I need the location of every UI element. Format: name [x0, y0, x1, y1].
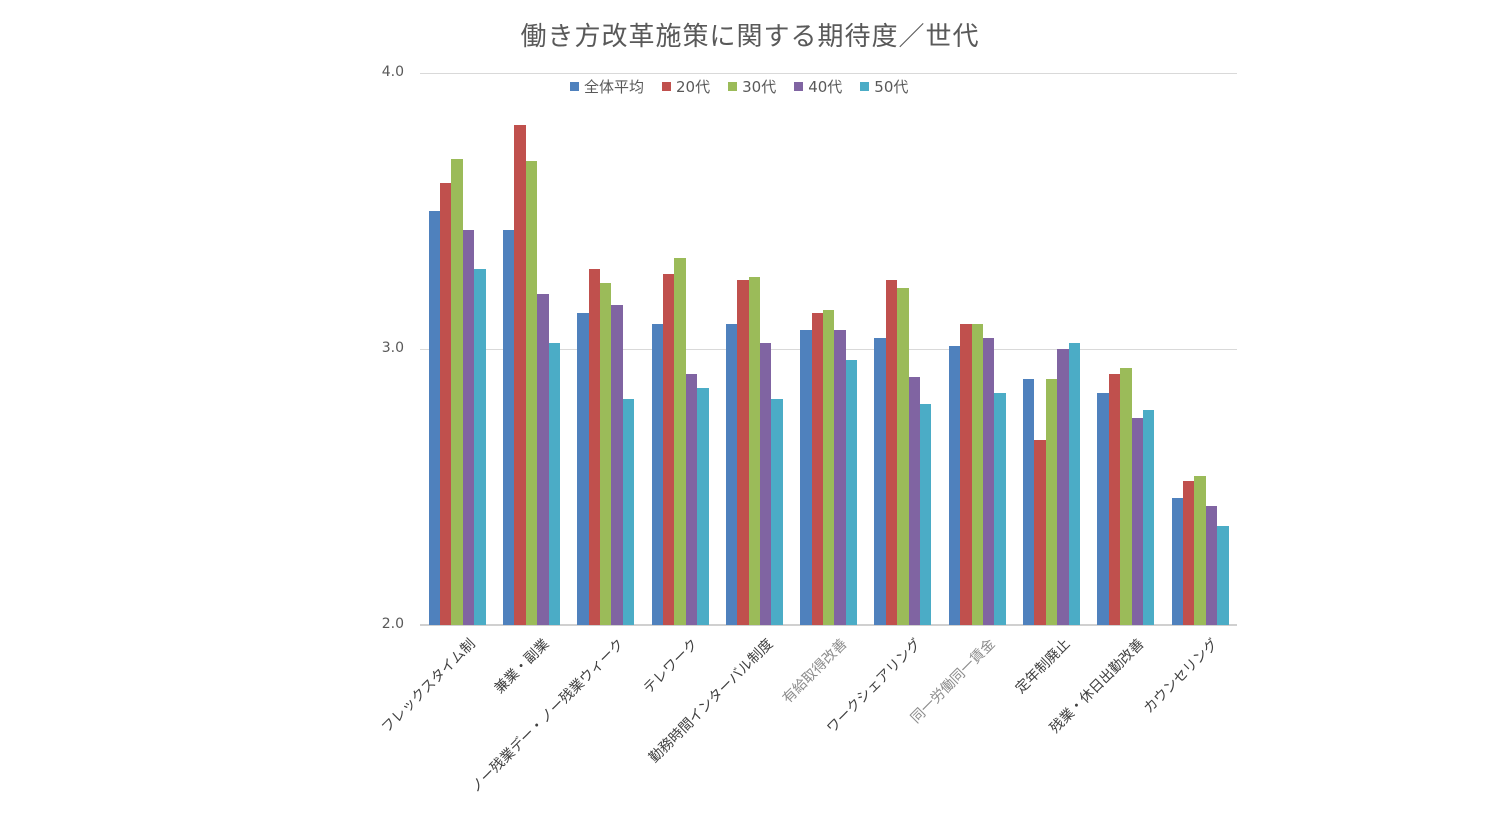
bar	[1034, 440, 1046, 625]
x-axis-label: ノー残業デー・ノー残業ウィーク	[467, 636, 628, 796]
bar	[428, 211, 441, 625]
bar	[1057, 349, 1069, 625]
bar	[1097, 393, 1109, 625]
bar	[1194, 475, 1206, 625]
bar	[548, 343, 560, 625]
bar	[874, 337, 886, 625]
legend-item: 全体平均	[570, 76, 644, 97]
legend-swatch-icon	[662, 82, 672, 91]
x-axis-label: 勤務時間インターバル制度	[645, 636, 776, 767]
bar	[440, 183, 452, 625]
bar	[514, 125, 526, 625]
x-axis-label: フレックスタイム制	[378, 636, 479, 737]
bar	[760, 343, 772, 625]
bar	[1131, 418, 1143, 625]
bar	[994, 393, 1006, 625]
bar	[960, 324, 972, 625]
bar	[611, 304, 623, 625]
bar	[1205, 506, 1218, 625]
bar	[971, 324, 983, 625]
bar	[845, 360, 858, 625]
bar	[948, 346, 961, 625]
bar	[674, 257, 686, 625]
bar	[1108, 373, 1121, 625]
bar	[697, 387, 709, 625]
legend-item: 30代	[728, 76, 776, 97]
bar	[920, 404, 932, 625]
legend-swatch-icon	[794, 82, 804, 91]
legend-swatch-icon	[860, 82, 870, 91]
bar	[737, 280, 749, 625]
bar	[771, 398, 783, 625]
bar	[1171, 498, 1184, 625]
bar	[811, 313, 823, 625]
bar	[474, 268, 486, 625]
x-axis-label: テレワーク	[640, 636, 702, 697]
gridline-4	[420, 73, 1237, 74]
x-axis-label: 有給取得改善	[779, 636, 851, 707]
legend-label: 全体平均	[584, 78, 645, 96]
bar	[1217, 525, 1229, 625]
bar	[1045, 379, 1058, 625]
bar	[897, 288, 909, 625]
bar	[885, 280, 898, 625]
bar	[462, 230, 475, 625]
bar	[748, 277, 761, 625]
bar	[982, 337, 995, 625]
bar	[662, 274, 675, 625]
bar	[1183, 481, 1195, 625]
chart-title: 働き方改革施策に関する期待度／世代	[520, 22, 980, 52]
legend-label: 50代	[874, 78, 909, 96]
y-tick-4: 4.0	[381, 64, 404, 80]
bar	[651, 324, 663, 625]
x-axis-label: 定年制廃止	[1012, 636, 1073, 697]
legend-item: 40代	[794, 76, 842, 97]
legend-swatch-icon	[570, 82, 579, 91]
y-tick-3: 3.0	[381, 340, 404, 356]
x-axis-label: 兼業・副業	[492, 636, 553, 697]
bar	[622, 398, 635, 625]
x-axis-label: カウンセリング	[1140, 636, 1222, 717]
bar	[725, 324, 738, 625]
bar	[908, 376, 921, 625]
x-axis-line	[420, 624, 1237, 626]
bar	[834, 329, 846, 625]
bar	[800, 329, 812, 625]
bar	[1068, 343, 1081, 625]
legend: 全体平均 20代 30代 40代 50代	[570, 76, 926, 97]
legend-label: 20代	[676, 78, 711, 96]
bar	[451, 158, 463, 625]
bar	[577, 313, 589, 625]
bar	[1023, 379, 1035, 625]
legend-item: 20代	[662, 76, 710, 97]
legend-label: 30代	[742, 78, 777, 96]
y-tick-2: 2.0	[381, 616, 404, 632]
legend-item: 50代	[860, 76, 908, 97]
bar	[537, 293, 549, 625]
bar	[1142, 409, 1155, 625]
bar	[1120, 368, 1132, 625]
bar	[822, 310, 835, 625]
legend-label: 40代	[808, 78, 843, 96]
bar	[502, 230, 515, 625]
bar	[600, 282, 612, 625]
bar	[685, 373, 698, 625]
bar	[525, 161, 538, 625]
legend-swatch-icon	[728, 82, 738, 91]
bar	[588, 268, 601, 625]
